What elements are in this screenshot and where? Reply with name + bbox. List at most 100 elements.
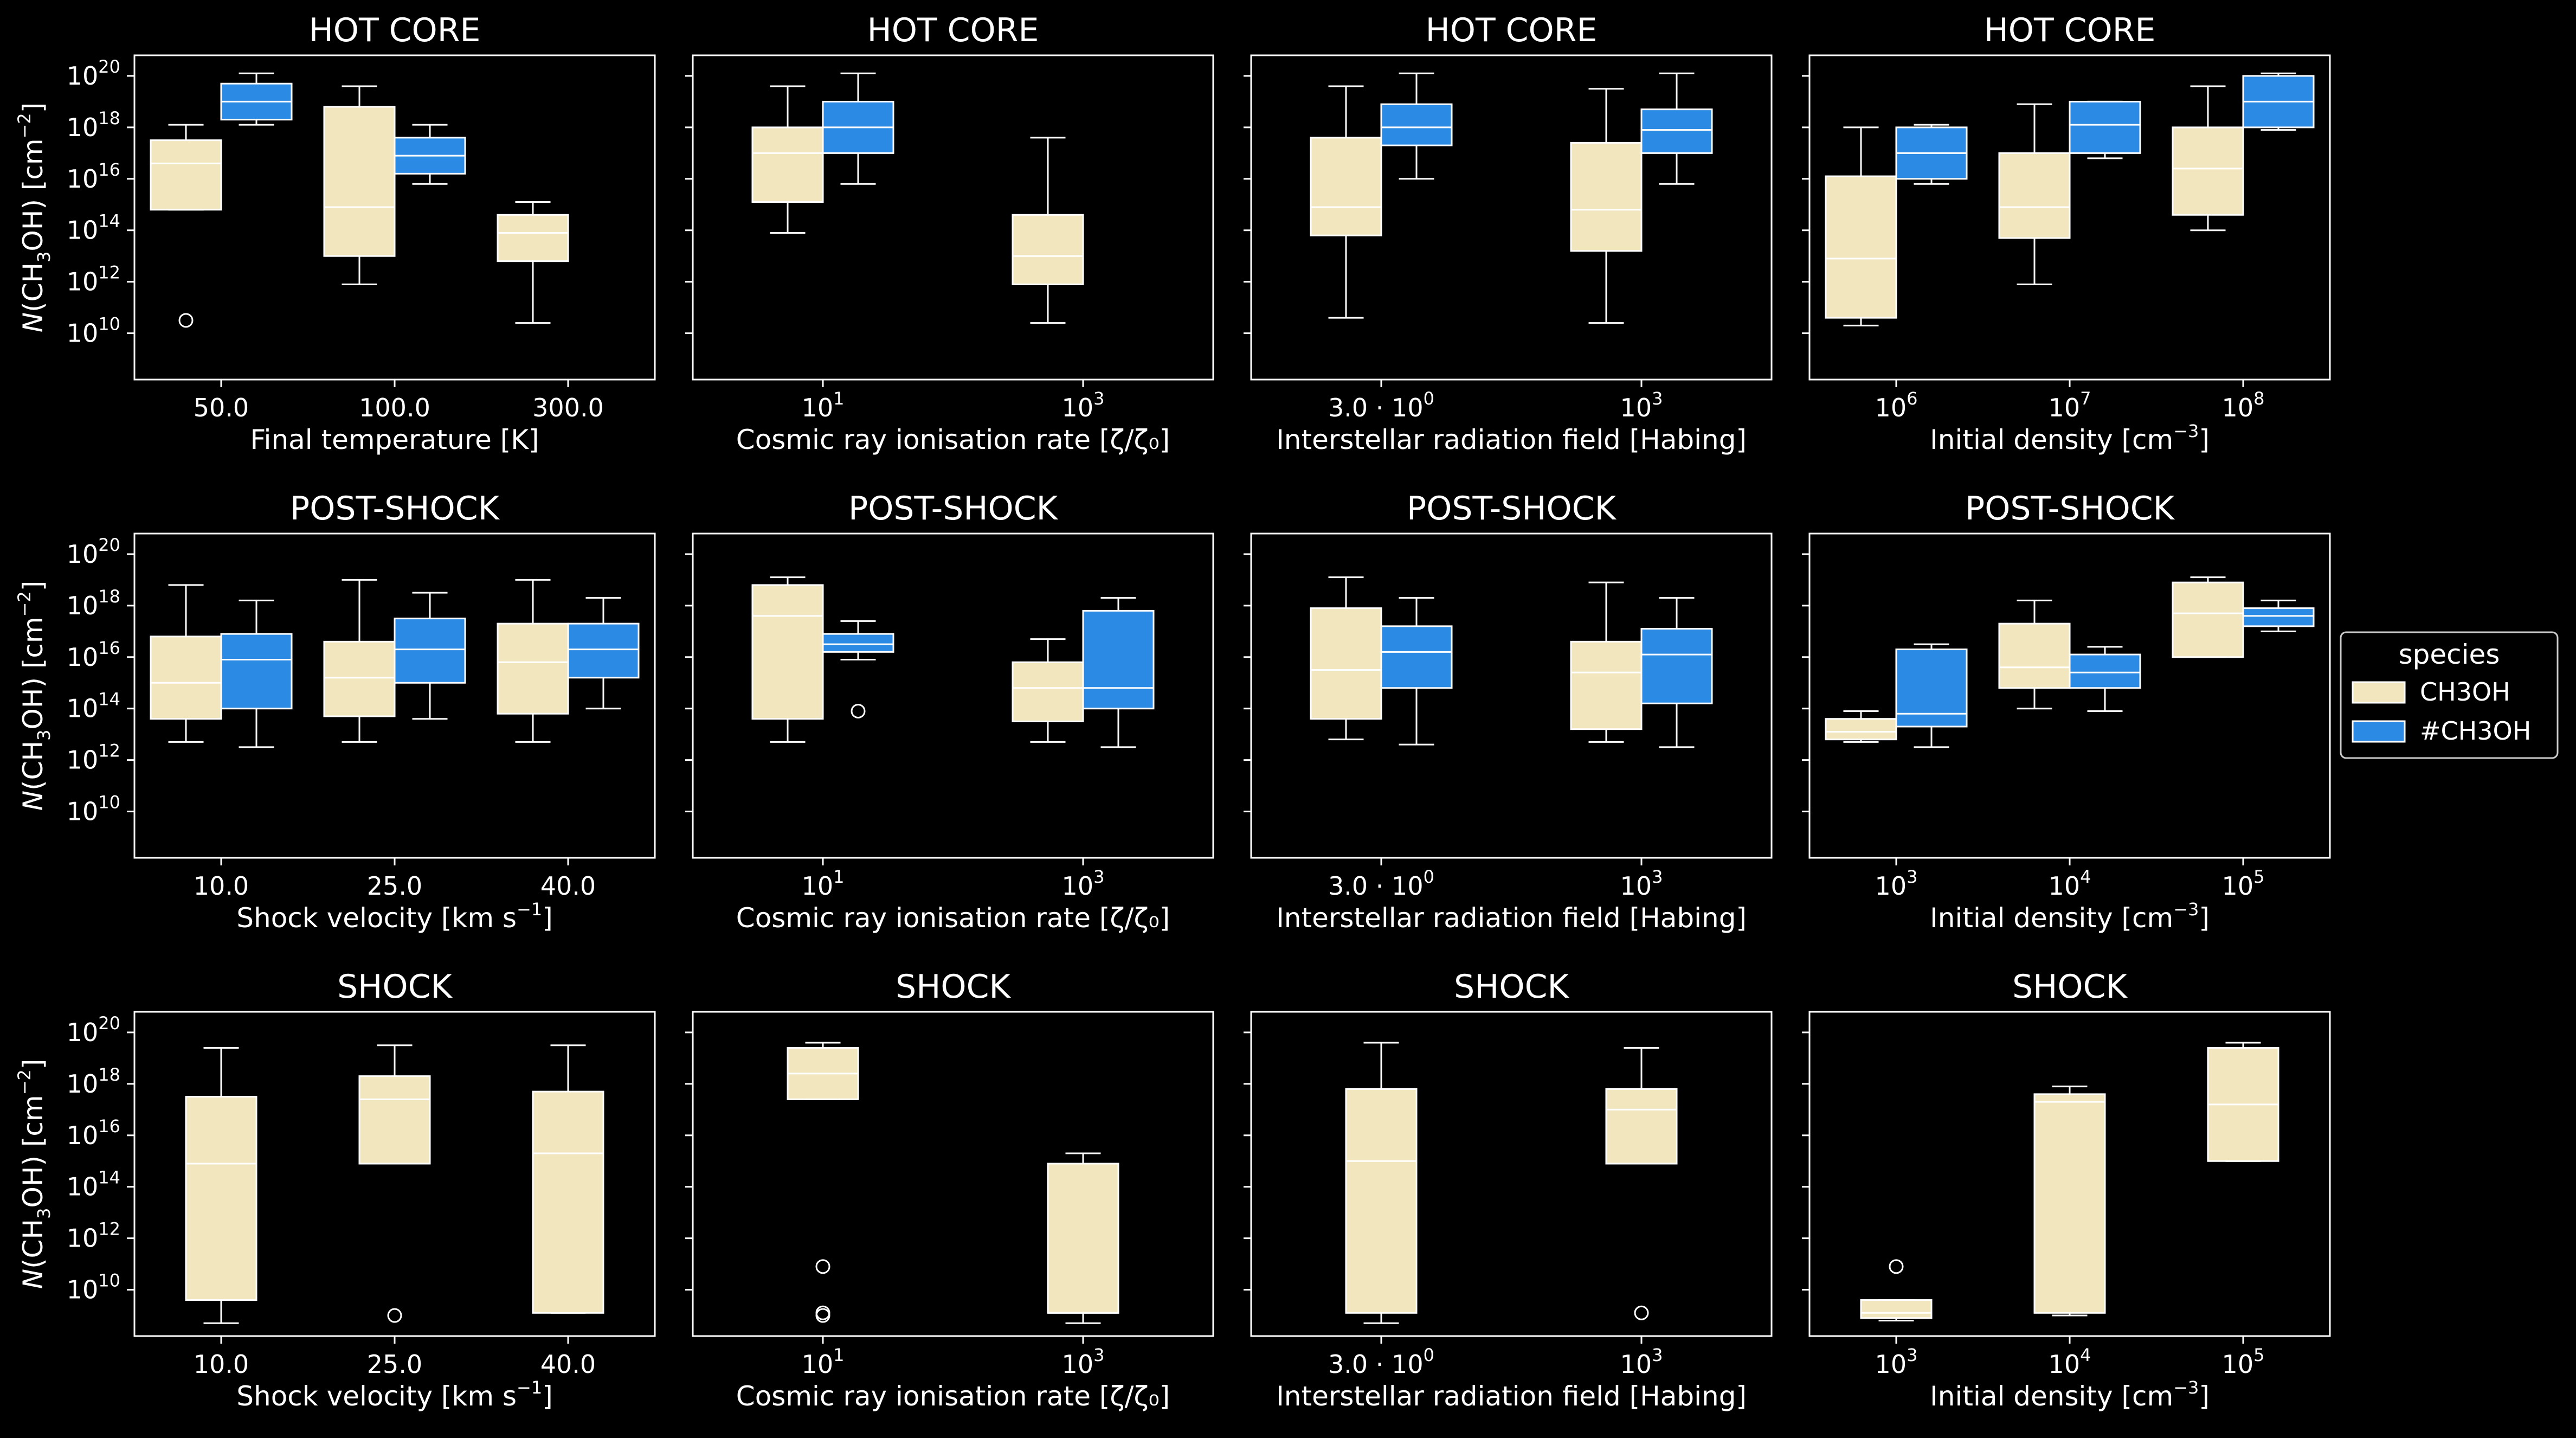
x-tick-label: 104 — [2049, 866, 2091, 901]
axes-frame — [692, 54, 1214, 381]
x-tick-label: 103 — [1062, 1345, 1105, 1379]
box-body — [1310, 137, 1382, 236]
x-axis-label: Cosmic ray ionisation rate [ζ/ζ₀] — [736, 1381, 1170, 1412]
box-body — [1012, 214, 1084, 285]
panel: SHOCK 103 104 105 Initial density [cm−3] — [1802, 968, 2331, 1412]
x-tick-label: 10.0 — [194, 871, 249, 901]
box-body — [2242, 607, 2315, 627]
x-tick-label: 103 — [1875, 866, 1918, 901]
box-#CH3OH — [1380, 72, 1453, 180]
box-CH3OH — [323, 579, 396, 743]
box-CH3OH — [1310, 576, 1382, 741]
legend-title: species — [2399, 639, 2500, 670]
box-CH3OH — [323, 85, 396, 285]
y-tick-label: 1014 — [67, 211, 120, 245]
panel-title: HOT CORE — [1426, 11, 1598, 49]
box-body — [567, 622, 640, 679]
y-tick-label: 1018 — [67, 108, 120, 142]
legend-entry-label: CH3OH — [2420, 677, 2510, 707]
x-tick-label: 103 — [1620, 866, 1663, 901]
box-CH3OH — [1570, 581, 1643, 743]
y-tick-label: 1014 — [67, 689, 120, 723]
box-body — [497, 622, 569, 715]
x-tick-label: 103 — [1875, 1345, 1918, 1379]
box-body — [1012, 661, 1084, 722]
x-axis-label: Final temperature [K] — [250, 424, 539, 455]
box-CH3OH — [497, 201, 569, 324]
axes-frame — [1808, 532, 2331, 859]
x-tick-label: 3.0 · 100 — [1328, 866, 1434, 901]
x-axis-label: Shock velocity [km s−1] — [236, 1377, 552, 1412]
box-body — [150, 139, 222, 211]
box-CH3OH — [2172, 85, 2244, 232]
x-tick-label: 105 — [2222, 866, 2265, 901]
box-body — [1895, 649, 1968, 728]
y-tick-label: 1020 — [67, 56, 120, 91]
box-CH3OH — [1047, 1152, 1119, 1324]
box-CH3OH — [532, 1044, 604, 1314]
x-tick-label: 107 — [2049, 388, 2091, 422]
box-CH3OH — [150, 584, 222, 743]
box-#CH3OH — [1895, 124, 1968, 185]
x-tick-label: 10.0 — [194, 1350, 249, 1379]
box-CH3OH — [1012, 638, 1084, 743]
box-body — [1640, 628, 1713, 704]
x-axis-label: Initial density [cm−3] — [1930, 1377, 2210, 1412]
box-body — [751, 584, 824, 720]
y-tick-label: 1016 — [67, 1116, 120, 1150]
box-CH3OH — [358, 1044, 431, 1323]
box-#CH3OH — [1380, 597, 1453, 746]
y-tick-label: 1016 — [67, 638, 120, 672]
x-tick-label: 3.0 · 100 — [1328, 388, 1434, 422]
x-tick-label: 103 — [1062, 866, 1105, 901]
x-axis-label: Initial density [cm−3] — [1930, 421, 2210, 455]
box-body — [1570, 142, 1643, 252]
box-body — [2172, 581, 2244, 658]
y-tick-label: 1018 — [67, 586, 120, 620]
box-body — [1640, 108, 1713, 154]
legend: species CH3OH #CH3OH — [2340, 631, 2559, 759]
box-#CH3OH — [2069, 100, 2141, 159]
box-CH3OH — [1860, 1259, 1933, 1322]
x-tick-label: 108 — [2222, 388, 2265, 422]
y-tick-label: 1010 — [67, 314, 120, 348]
panel-title: POST-SHOCK — [290, 490, 500, 528]
x-axis-label: Cosmic ray ionisation rate [ζ/ζ₀] — [736, 424, 1170, 455]
box-#CH3OH — [220, 72, 293, 126]
panel-title: POST-SHOCK — [1407, 490, 1617, 528]
panel: POST-SHOCK 1010 1012 1014 1016 1018 1020 N(CH3O… — [14, 490, 656, 934]
x-tick-label: 3.0 · 100 — [1328, 1345, 1434, 1379]
box-body — [497, 214, 569, 262]
box-body — [2069, 653, 2141, 689]
y-tick-label: 1018 — [67, 1064, 120, 1099]
box-CH3OH — [2033, 1086, 2106, 1317]
panel-title: SHOCK — [1454, 968, 1569, 1006]
box-#CH3OH — [1895, 643, 1968, 748]
box-body — [1825, 175, 1897, 319]
x-tick-label: 100.0 — [359, 393, 430, 422]
box-body — [1310, 607, 1382, 720]
panel-title: HOT CORE — [867, 11, 1039, 49]
panel-title: HOT CORE — [1984, 11, 2156, 49]
x-axis-label: Interstellar radiation field [Habing] — [1276, 1381, 1747, 1412]
y-axis-label: N(CH3OH) [cm−2] — [14, 102, 54, 333]
x-tick-label: 25.0 — [367, 871, 422, 901]
box-CH3OH — [1998, 599, 2071, 710]
x-tick-label: 25.0 — [367, 1350, 422, 1379]
outlier-point — [815, 1308, 830, 1323]
box-body — [2172, 126, 2244, 216]
panel-title: SHOCK — [896, 968, 1011, 1006]
box-#CH3OH — [1640, 597, 1713, 748]
box-#CH3OH — [2069, 646, 2141, 712]
panel-title: HOT CORE — [309, 11, 481, 49]
y-tick-label: 1010 — [67, 792, 120, 826]
x-axis-label: Shock velocity [km s−1] — [236, 899, 552, 934]
x-tick-label: 104 — [2049, 1345, 2091, 1379]
box-CH3OH — [1345, 1042, 1418, 1324]
y-tick-label: 1014 — [67, 1167, 120, 1202]
box-body — [1605, 1088, 1678, 1165]
x-tick-label: 50.0 — [194, 393, 249, 422]
